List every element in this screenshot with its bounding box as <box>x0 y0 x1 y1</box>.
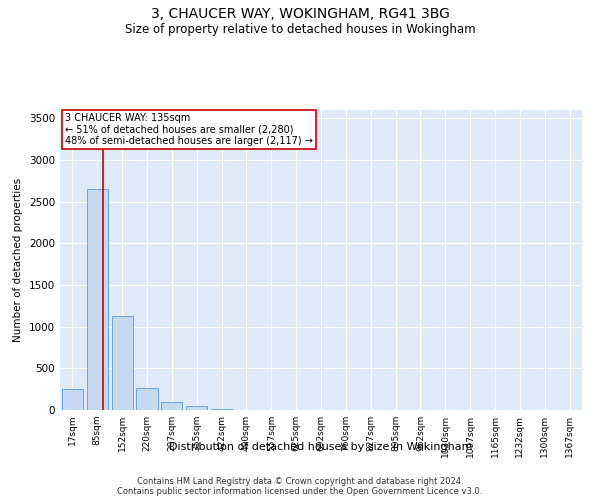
Bar <box>136 388 158 410</box>
Text: Contains HM Land Registry data © Crown copyright and database right 2024.: Contains HM Land Registry data © Crown c… <box>137 478 463 486</box>
Bar <box>211 409 232 410</box>
Text: 3, CHAUCER WAY, WOKINGHAM, RG41 3BG: 3, CHAUCER WAY, WOKINGHAM, RG41 3BG <box>151 8 449 22</box>
Text: Contains public sector information licensed under the Open Government Licence v3: Contains public sector information licen… <box>118 488 482 496</box>
Bar <box>186 406 207 410</box>
Bar <box>87 189 108 410</box>
Bar <box>62 389 83 410</box>
Text: 3 CHAUCER WAY: 135sqm
← 51% of detached houses are smaller (2,280)
48% of semi-d: 3 CHAUCER WAY: 135sqm ← 51% of detached … <box>65 113 313 146</box>
Bar <box>161 402 182 410</box>
Text: Size of property relative to detached houses in Wokingham: Size of property relative to detached ho… <box>125 22 475 36</box>
Bar <box>112 316 133 410</box>
Y-axis label: Number of detached properties: Number of detached properties <box>13 178 23 342</box>
Text: Distribution of detached houses by size in Wokingham: Distribution of detached houses by size … <box>169 442 473 452</box>
